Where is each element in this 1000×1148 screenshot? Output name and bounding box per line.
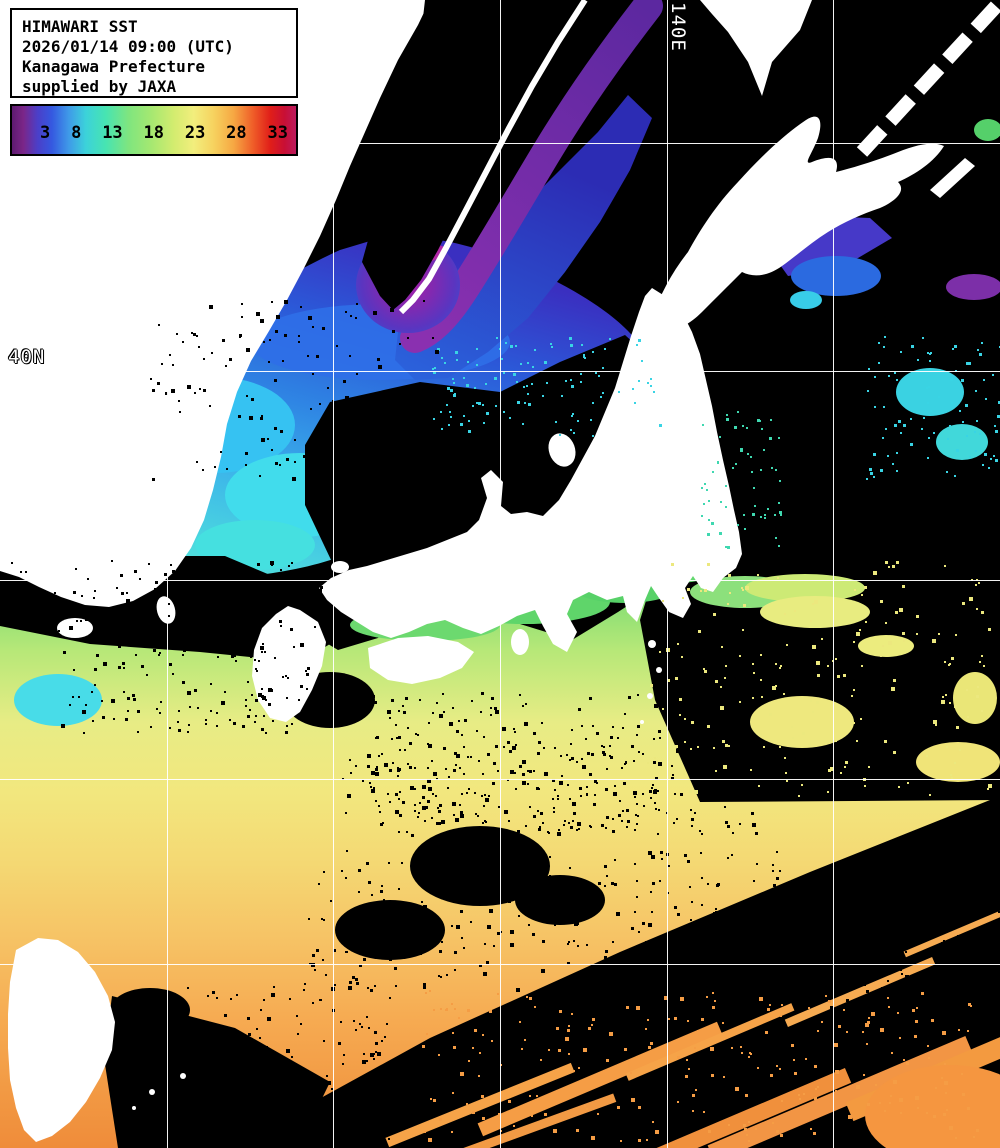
title-box: HIMAWARI SST 2026/01/14 09:00 (UTC) Kana… (10, 8, 298, 98)
sst-colorbar: 3 8 13 18 23 28 33 (10, 104, 298, 156)
sakhalin (700, 0, 812, 96)
longitude-line (167, 0, 168, 1148)
kuril-islands (856, 0, 1000, 157)
colorbar-tick: 28 (226, 123, 247, 143)
grid-label-40n: 40N (8, 346, 46, 368)
longitude-line (667, 0, 668, 1148)
colorbar-tick: 8 (71, 123, 82, 143)
jeju-island (57, 618, 93, 638)
tsushima (156, 596, 176, 624)
sado-island (548, 433, 576, 467)
pixel-noise-speckles (4, 300, 1000, 1142)
longitude-line (500, 0, 501, 1148)
taiwan (8, 938, 115, 1142)
awaji-island (511, 629, 529, 655)
shikoku (368, 636, 474, 684)
hokkaido (651, 116, 944, 330)
product-title: HIMAWARI SST (22, 17, 138, 36)
small-island (180, 1073, 186, 1079)
colorbar-tick: 3 (40, 123, 51, 143)
primorye-coast-strip (398, 0, 588, 315)
small-island (149, 1089, 155, 1095)
timestamp: 2026/01/14 09:00 (UTC) (22, 37, 234, 56)
colorbar-tick: 18 (143, 123, 164, 143)
colorbar-tick: 23 (184, 123, 206, 143)
colorbar-tick: 13 (102, 123, 123, 143)
kunashiri (930, 158, 975, 198)
izu-island (647, 693, 653, 699)
longitude-line (833, 0, 834, 1148)
inland-cloud-wedge (362, 0, 572, 310)
provider-line2: supplied by JAXA (22, 77, 177, 96)
izu-island (648, 640, 656, 648)
izu-island (656, 667, 662, 673)
honshu (319, 288, 742, 652)
grid-label-140e: 140E (667, 2, 689, 52)
oki-islands (331, 561, 349, 573)
colorbar-tick: 33 (267, 123, 288, 143)
provider-line1: Kanagawa Prefecture (22, 57, 206, 76)
small-island (132, 1106, 136, 1110)
izu-island (640, 720, 644, 724)
longitude-line (333, 0, 334, 1148)
kyushu (252, 606, 326, 722)
